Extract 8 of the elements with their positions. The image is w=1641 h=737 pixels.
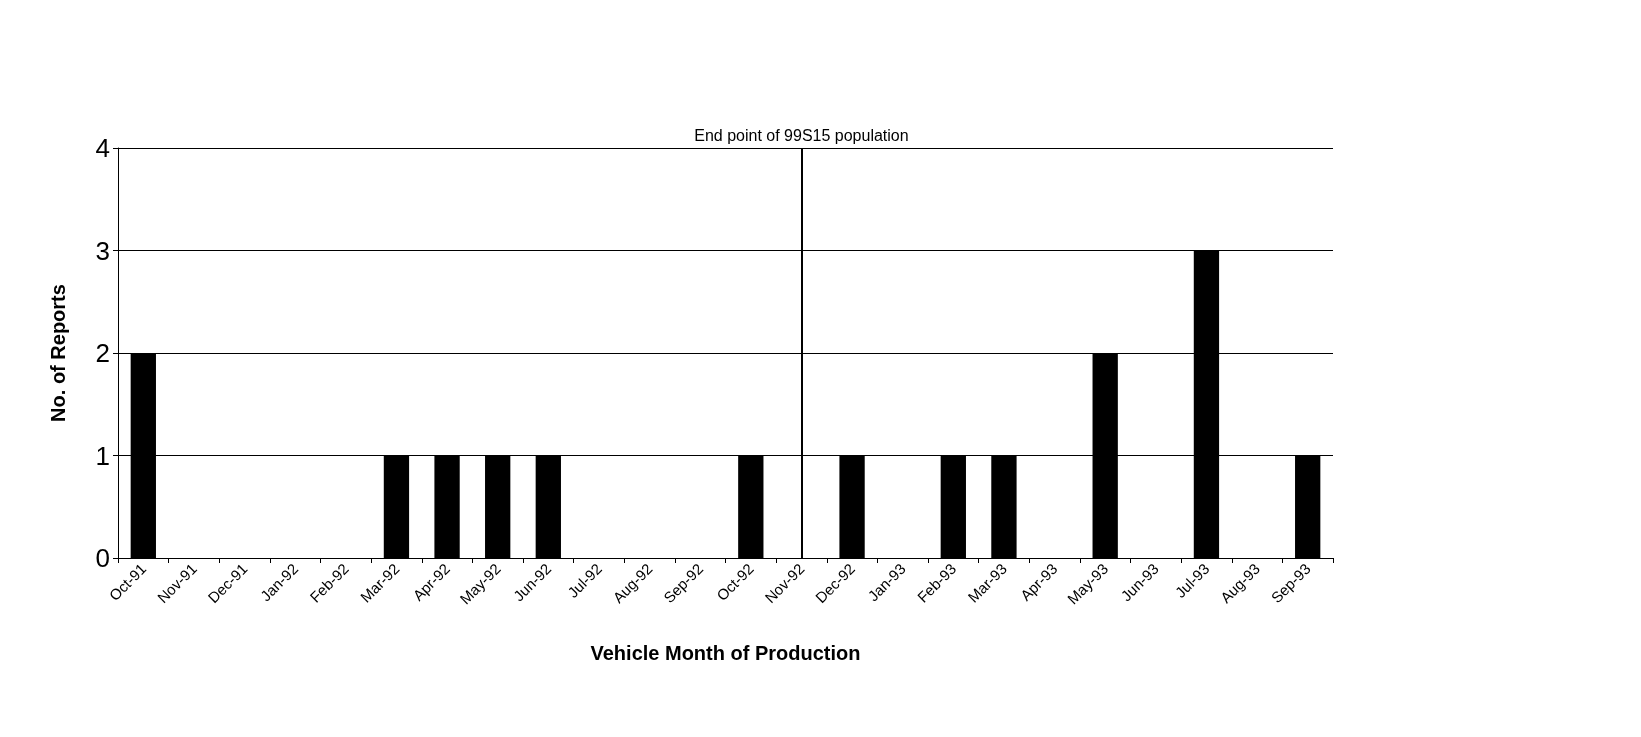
y-tick-label: 4: [95, 133, 110, 163]
y-axis-title: No. of Reports: [47, 284, 69, 422]
y-tick-label: 1: [95, 440, 110, 471]
y-tick-label: 0: [95, 543, 110, 573]
ref-line-label: End point of 99S15 population: [694, 126, 909, 144]
y-tick-label: 3: [95, 235, 110, 266]
y-tick-label: 2: [95, 338, 110, 368]
x-axis-title: Vehicle Month of Production: [590, 642, 861, 664]
